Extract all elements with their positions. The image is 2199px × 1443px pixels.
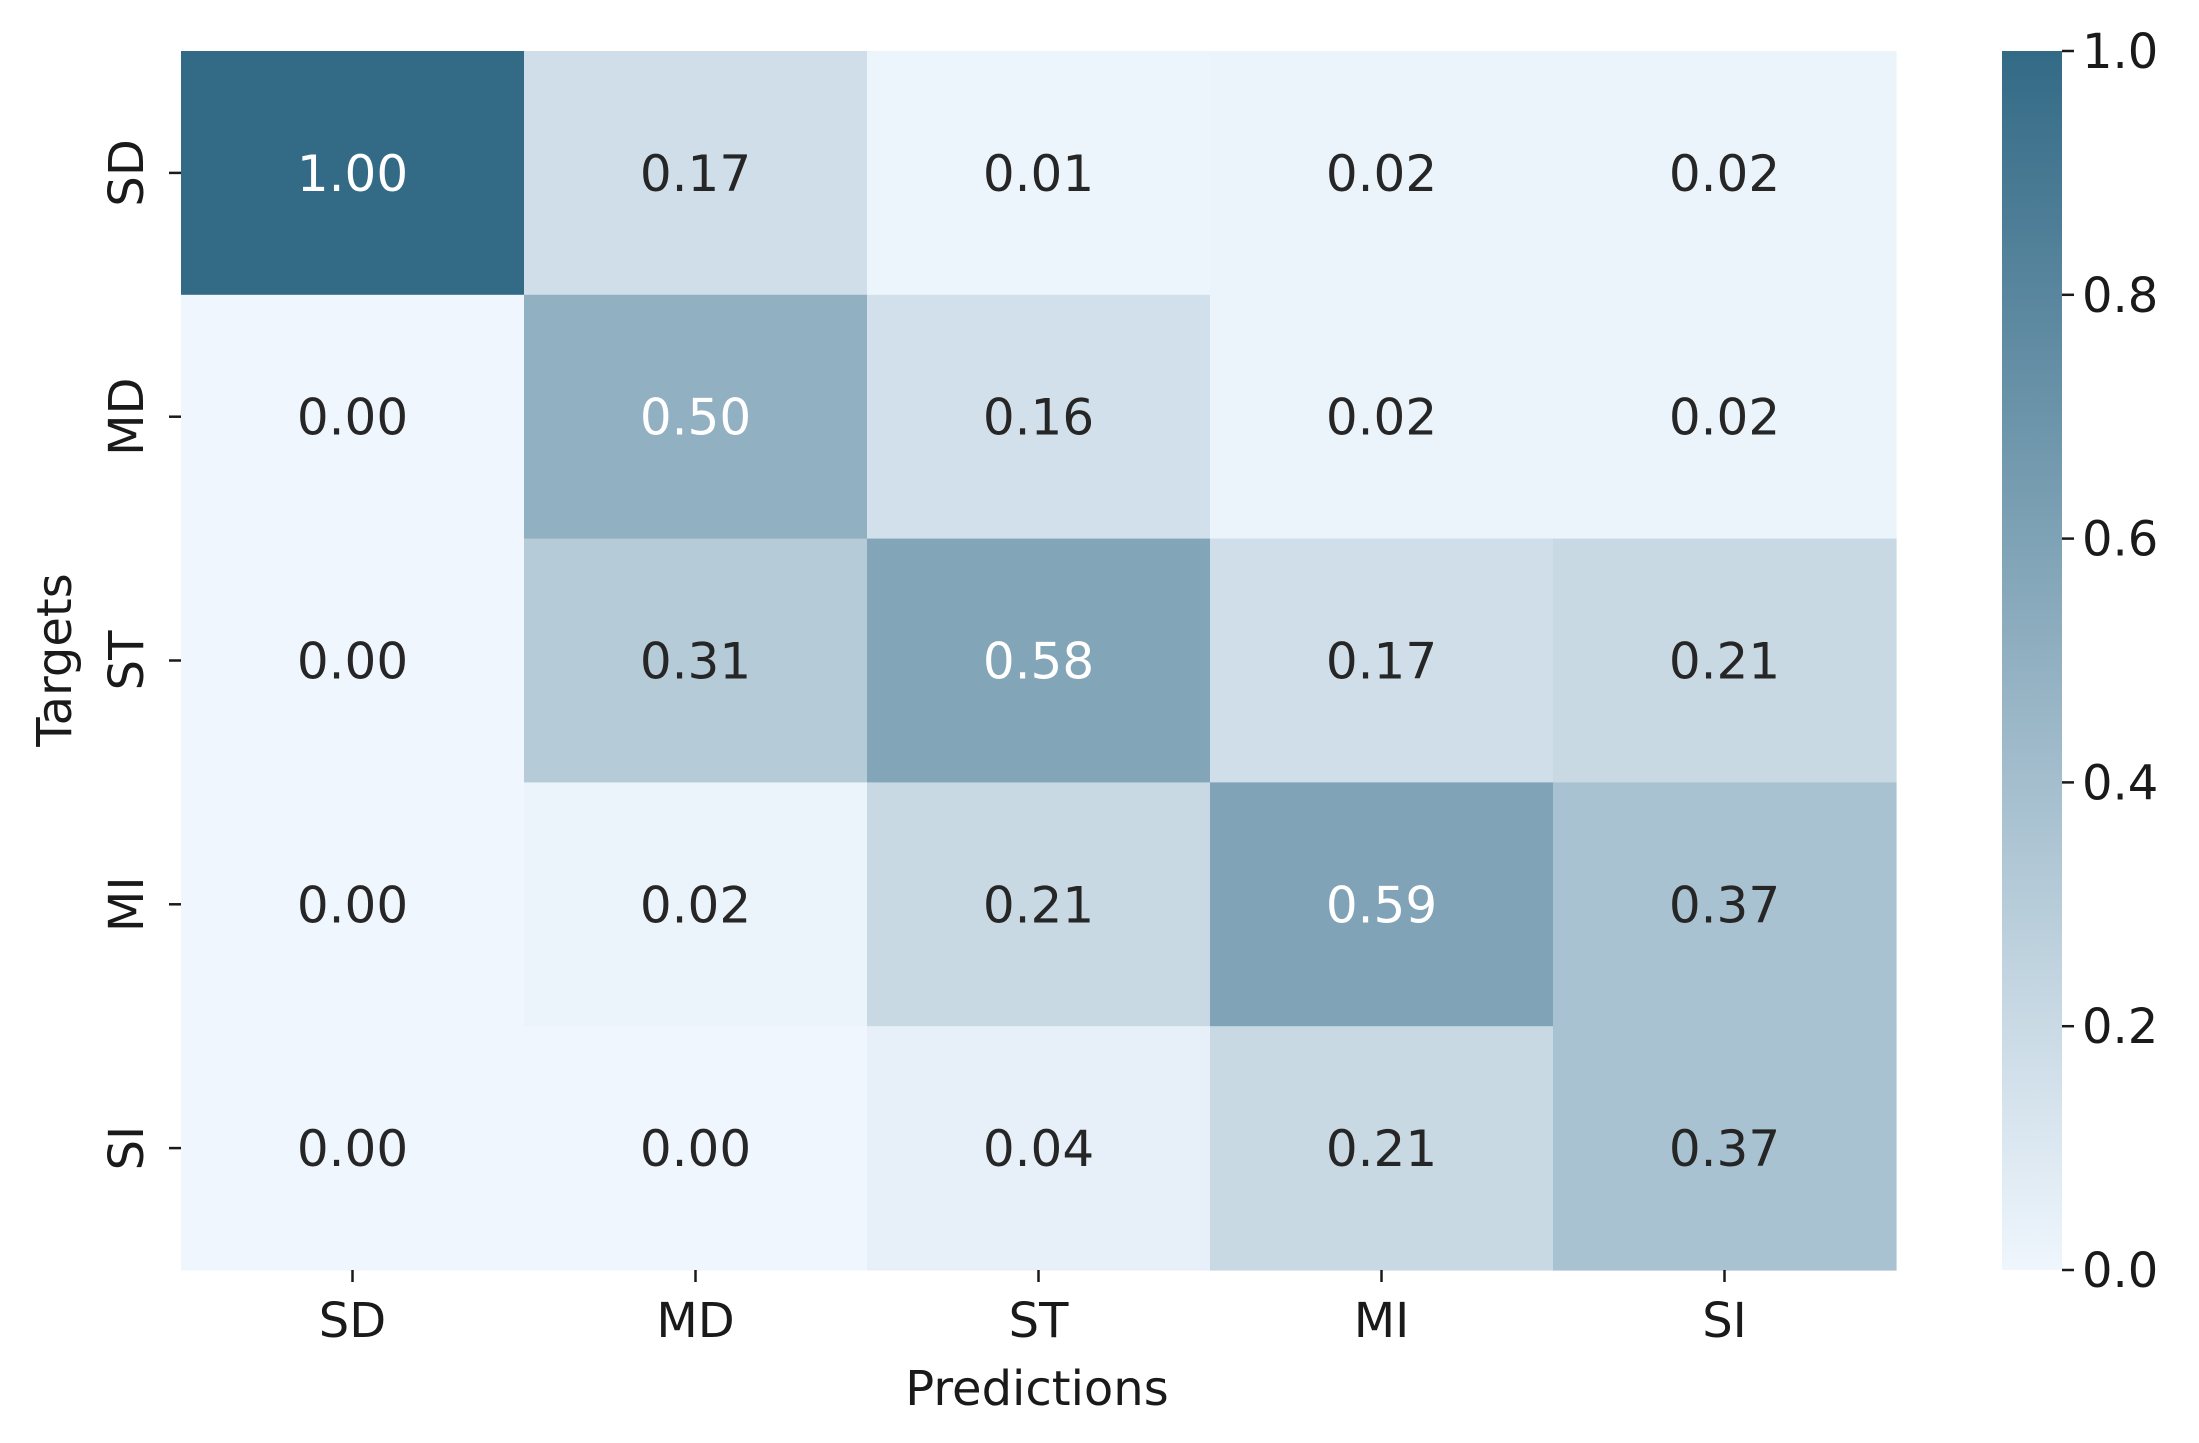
cell-value-label: 1.00 — [297, 145, 408, 203]
heatmap-cell — [1553, 782, 1897, 1027]
heatmap-cell — [1210, 294, 1554, 540]
colorbar-ticks: 0.0 0.2 0.4 0.6 0.8 1.0 — [2062, 24, 2158, 1299]
x-tick-label: MI — [1354, 1293, 1410, 1349]
cell-value-label: 0.04 — [983, 1120, 1094, 1178]
heatmap-cell — [524, 1026, 868, 1271]
heatmap-cell — [1553, 294, 1897, 540]
cell-value-label: 0.00 — [297, 633, 408, 691]
heatmap-cell — [1210, 538, 1554, 783]
heatmap-cell — [524, 294, 868, 540]
heatmap-cell — [181, 782, 525, 1027]
colorbar-tick-label: 0.8 — [2082, 268, 2158, 324]
cell-value-label: 0.00 — [297, 1120, 408, 1178]
y-tick-label: MI — [99, 877, 155, 933]
y-axis-label: Targets — [27, 573, 83, 748]
heatmap-cell-labels: 1.00 0.17 0.01 0.02 0.02 0.00 0.50 0.16 0.02 0.02… — [297, 145, 1780, 1178]
y-axis-ticks: SD MD ST MI SI — [99, 139, 181, 1170]
y-tick-label: ST — [99, 630, 155, 690]
cell-value-label: 0.02 — [1669, 389, 1780, 447]
heatmap-cell — [181, 538, 525, 783]
heatmap-cell — [181, 1026, 525, 1271]
y-tick-label: MD — [99, 378, 155, 456]
cell-value-label: 0.02 — [1326, 389, 1437, 447]
x-tick-label: SI — [1702, 1293, 1747, 1349]
heatmap-cell — [524, 782, 868, 1027]
cell-value-label: 0.37 — [1669, 876, 1780, 934]
cell-value-label: 0.02 — [1669, 145, 1780, 203]
heatmap-cell — [867, 294, 1211, 540]
x-axis-ticks: SD MD ST MI SI — [319, 1270, 1747, 1349]
colorbar-tick-label: 0.0 — [2082, 1243, 2158, 1299]
cell-value-label: 0.58 — [983, 633, 1094, 691]
colorbar — [2002, 51, 2062, 1270]
heatmap-cells — [181, 51, 1897, 1271]
colorbar-tick-label: 0.6 — [2082, 512, 2158, 568]
x-tick-label: ST — [1009, 1293, 1069, 1349]
cell-value-label: 0.02 — [1326, 145, 1437, 203]
cell-value-label: 0.21 — [1669, 633, 1780, 691]
colorbar-gradient — [2002, 51, 2062, 1270]
heatmap-cell — [867, 782, 1211, 1027]
cell-value-label: 0.00 — [297, 876, 408, 934]
heatmap-cell — [181, 51, 525, 296]
heatmap-cell — [524, 538, 868, 783]
cell-value-label: 0.01 — [983, 145, 1094, 203]
cell-value-label: 0.59 — [1326, 876, 1437, 934]
heatmap-cell — [867, 51, 1211, 296]
colorbar-tick-label: 0.4 — [2082, 755, 2158, 811]
cell-value-label: 0.50 — [640, 389, 751, 447]
y-tick-label: SD — [99, 139, 155, 206]
cell-value-label: 0.31 — [640, 633, 751, 691]
heatmap-cell — [867, 1026, 1211, 1271]
heatmap-cell — [1553, 538, 1897, 783]
heatmap-cell — [524, 51, 868, 296]
cell-value-label: 0.37 — [1669, 1120, 1780, 1178]
cell-value-label: 0.17 — [640, 145, 751, 203]
heatmap-cell — [1553, 51, 1897, 296]
x-axis-label: Predictions — [905, 1361, 1168, 1417]
cell-value-label: 0.00 — [640, 1120, 751, 1178]
heatmap-cell — [181, 294, 525, 540]
heatmap-cell — [1210, 51, 1554, 296]
heatmap-cell — [1210, 782, 1554, 1027]
colorbar-tick-label: 1.0 — [2082, 24, 2158, 80]
x-tick-label: SD — [319, 1293, 386, 1349]
cell-value-label: 0.17 — [1326, 633, 1437, 691]
cell-value-label: 0.16 — [983, 389, 1094, 447]
cell-value-label: 0.21 — [983, 876, 1094, 934]
heatmap-cell — [867, 538, 1211, 783]
cell-value-label: 0.02 — [640, 876, 751, 934]
y-tick-label: SI — [99, 1126, 155, 1171]
colorbar-tick-label: 0.2 — [2082, 999, 2158, 1055]
heatmap-cell — [1553, 1026, 1897, 1271]
heatmap-cell — [1210, 1026, 1554, 1271]
x-tick-label: MD — [656, 1293, 734, 1349]
cell-value-label: 0.21 — [1326, 1120, 1437, 1178]
cell-value-label: 0.00 — [297, 389, 408, 447]
